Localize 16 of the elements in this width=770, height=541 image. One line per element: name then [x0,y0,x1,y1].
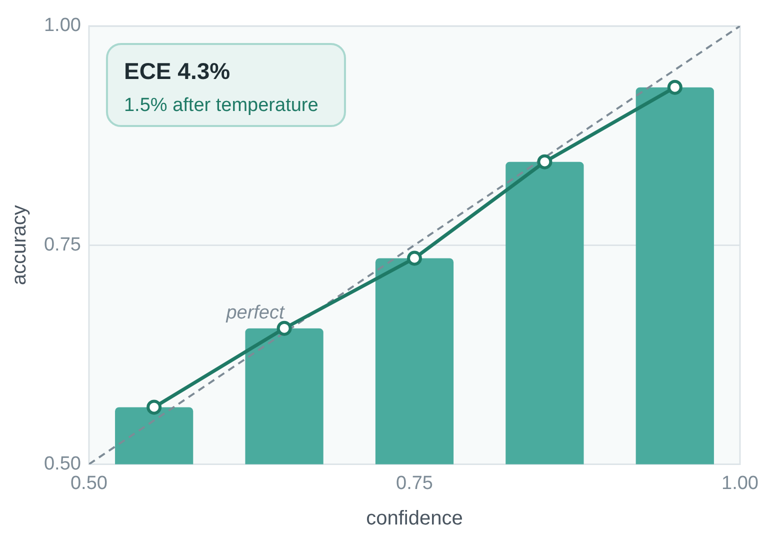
y-tick-label: 0.75 [44,234,81,256]
x-tick-label: 1.00 [722,472,758,494]
point [276,320,292,336]
point [406,250,422,266]
series-label: perfect [225,302,285,324]
point [146,400,162,415]
x-tick-label: 0.50 [70,472,108,494]
y-tick-label: 0.50 [44,453,81,474]
x-axis-title: confidence [366,508,463,530]
annotation: ECE 4.3% [124,58,230,84]
annotation: 1.5% after temperature [124,95,318,116]
y-tick-label: 1.00 [44,15,81,36]
point [667,80,682,95]
point [537,154,552,170]
y-axis-title: accuracy [8,205,31,286]
x-tick-label: 0.75 [396,472,433,494]
